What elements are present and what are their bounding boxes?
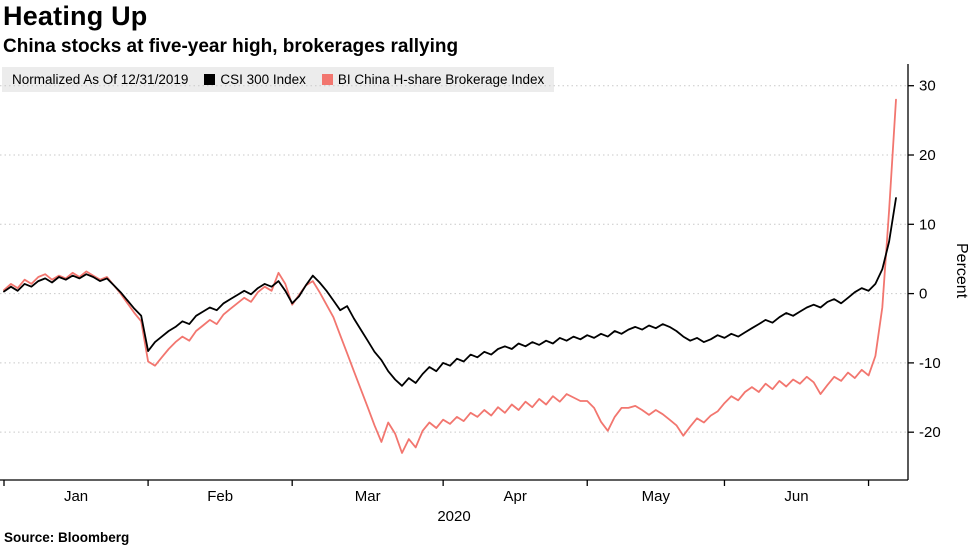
- svg-text:Mar: Mar: [355, 488, 381, 505]
- source-text: Source: Bloomberg: [4, 530, 130, 545]
- svg-text:Jan: Jan: [64, 488, 88, 505]
- svg-text:May: May: [642, 488, 671, 505]
- chart-legend: Normalized As Of 12/31/2019 CSI 300 Inde…: [2, 67, 555, 92]
- legend-item-csi300: CSI 300 Index: [204, 72, 306, 87]
- svg-text:-20: -20: [919, 424, 941, 441]
- x-axis-year-label: 2020: [437, 508, 471, 525]
- chart-subtitle: China stocks at five-year high, brokerag…: [3, 36, 459, 57]
- legend-note: Normalized As Of 12/31/2019: [12, 72, 189, 87]
- svg-text:Apr: Apr: [504, 488, 527, 505]
- svg-text:-10: -10: [919, 355, 941, 372]
- line-chart: 30 20 10 0 -10 -20 Jan Feb Mar Apr May Jun: [0, 64, 941, 505]
- svg-text:0: 0: [919, 286, 927, 303]
- svg-text:30: 30: [919, 78, 936, 95]
- legend-item-label: BI China H-share Brokerage Index: [337, 72, 545, 87]
- y-axis-label-container: Percent: [952, 62, 970, 480]
- y-axis-label: Percent: [953, 243, 970, 299]
- svg-text:Feb: Feb: [207, 488, 233, 505]
- svg-text:Jun: Jun: [784, 488, 808, 505]
- csi300-swatch-icon: [204, 74, 216, 85]
- legend-item-label: CSI 300 Index: [220, 72, 306, 87]
- legend-item-brokerage: BI China H-share Brokerage Index: [321, 72, 545, 87]
- svg-text:10: 10: [919, 216, 936, 233]
- brokerage-swatch-icon: [321, 74, 333, 85]
- chart-title: Heating Up: [3, 1, 148, 31]
- svg-text:20: 20: [919, 147, 936, 164]
